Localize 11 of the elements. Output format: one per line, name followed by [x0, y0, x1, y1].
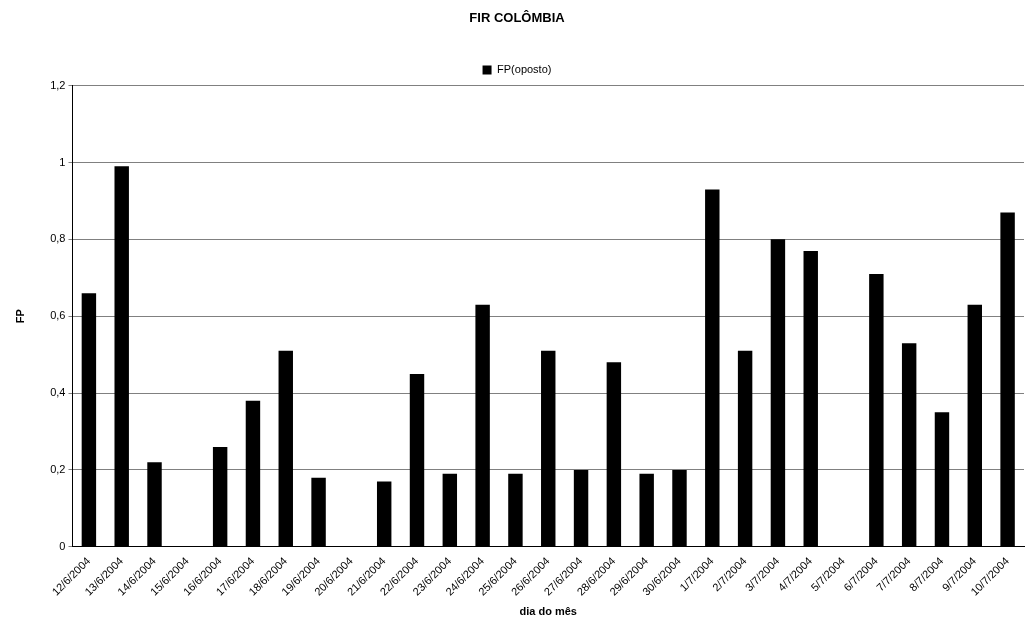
- y-tick-label: 0,2: [50, 463, 66, 476]
- legend-label: FP(oposto): [497, 63, 552, 76]
- y-tick-label: 1,2: [50, 78, 66, 91]
- y-tick-label: 0,6: [50, 309, 66, 322]
- x-axis-title: dia do mês: [519, 605, 577, 618]
- chart-title: FIR COLÔMBIA: [469, 10, 566, 26]
- y-tick-label: 0: [59, 539, 66, 552]
- y-axis-title: FP: [13, 309, 26, 324]
- y-tick-label: 1: [59, 155, 66, 168]
- y-tick-label: 0,8: [50, 232, 66, 245]
- y-tick-label: 0,4: [50, 386, 66, 399]
